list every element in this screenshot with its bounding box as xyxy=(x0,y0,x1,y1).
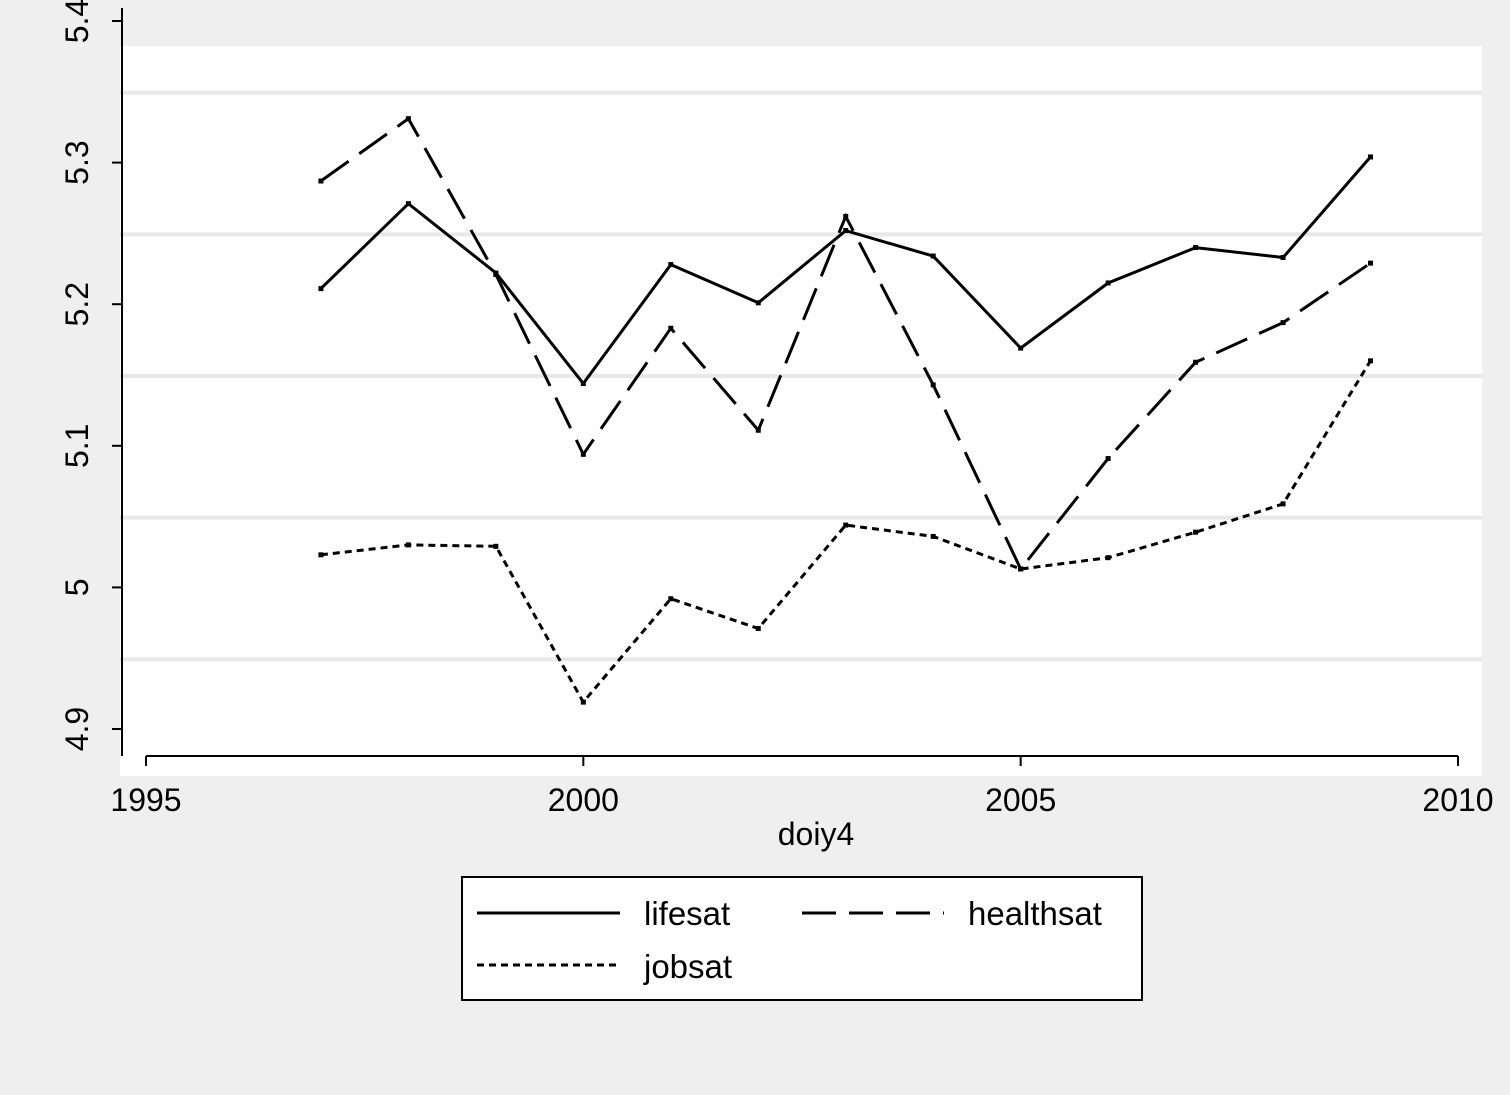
legend-label-jobsat: jobsat xyxy=(643,948,732,985)
data-point-lifesat xyxy=(405,201,411,207)
data-point-lifesat xyxy=(668,262,674,268)
data-point-jobsat xyxy=(580,699,586,705)
data-point-jobsat xyxy=(668,596,674,602)
data-point-jobsat xyxy=(405,542,411,548)
data-point-lifesat xyxy=(930,253,936,259)
data-point-healthsat xyxy=(318,178,324,184)
y-axis-ticks: 4.9 5 5.1 5.2 5.3 5.4 xyxy=(59,0,122,751)
data-point-healthsat xyxy=(405,116,411,122)
data-point-lifesat xyxy=(1193,245,1199,251)
data-point-jobsat xyxy=(1280,501,1286,507)
data-point-lifesat xyxy=(1280,254,1286,260)
y-tick-label: 5.3 xyxy=(59,140,95,184)
y-tick-label: 5.1 xyxy=(59,424,95,468)
data-point-jobsat xyxy=(1368,358,1374,364)
data-point-healthsat xyxy=(843,213,849,219)
data-point-healthsat xyxy=(1280,320,1286,326)
legend-box xyxy=(461,876,1143,1001)
y-tick-label: 5.2 xyxy=(59,282,95,326)
x-axis-title: doiy4 xyxy=(778,816,855,852)
data-point-healthsat xyxy=(493,271,499,277)
y-tick-label: 5 xyxy=(59,579,95,597)
data-point-lifesat xyxy=(755,300,761,306)
x-tick-label: 2005 xyxy=(985,782,1056,818)
data-point-jobsat xyxy=(493,543,499,549)
series-lines xyxy=(318,116,1374,705)
data-point-healthsat xyxy=(1368,260,1374,266)
y-tick-label: 4.9 xyxy=(59,707,95,751)
plot-region xyxy=(120,46,1482,776)
data-point-healthsat xyxy=(668,325,674,331)
x-tick-label: 1995 xyxy=(110,782,181,818)
y-tick-label: 5.4 xyxy=(59,0,95,43)
data-point-lifesat xyxy=(1018,345,1024,351)
legend-label-healthsat: healthsat xyxy=(968,895,1102,932)
data-point-lifesat xyxy=(1368,154,1374,160)
data-point-healthsat xyxy=(580,451,586,457)
legend: lifesat healthsat jobsat xyxy=(461,876,1143,1001)
data-point-jobsat xyxy=(843,522,849,528)
data-point-jobsat xyxy=(1105,555,1111,561)
data-point-jobsat xyxy=(1018,566,1024,572)
x-axis-ticks: 1995 2000 2005 2010 xyxy=(110,756,1494,818)
data-point-healthsat xyxy=(930,382,936,388)
data-point-lifesat xyxy=(843,228,849,234)
data-point-healthsat xyxy=(1105,456,1111,462)
data-point-healthsat xyxy=(755,427,761,433)
data-point-jobsat xyxy=(755,625,761,631)
data-point-lifesat xyxy=(1105,280,1111,286)
gridlines xyxy=(120,90,1482,662)
legend-label-lifesat: lifesat xyxy=(644,895,730,932)
data-point-jobsat xyxy=(318,552,324,558)
x-tick-label: 2010 xyxy=(1422,782,1493,818)
x-tick-label: 2000 xyxy=(548,782,619,818)
data-point-jobsat xyxy=(930,533,936,539)
data-point-healthsat xyxy=(1193,359,1199,365)
data-point-lifesat xyxy=(580,380,586,386)
data-point-lifesat xyxy=(318,286,324,292)
data-point-jobsat xyxy=(1193,529,1199,535)
